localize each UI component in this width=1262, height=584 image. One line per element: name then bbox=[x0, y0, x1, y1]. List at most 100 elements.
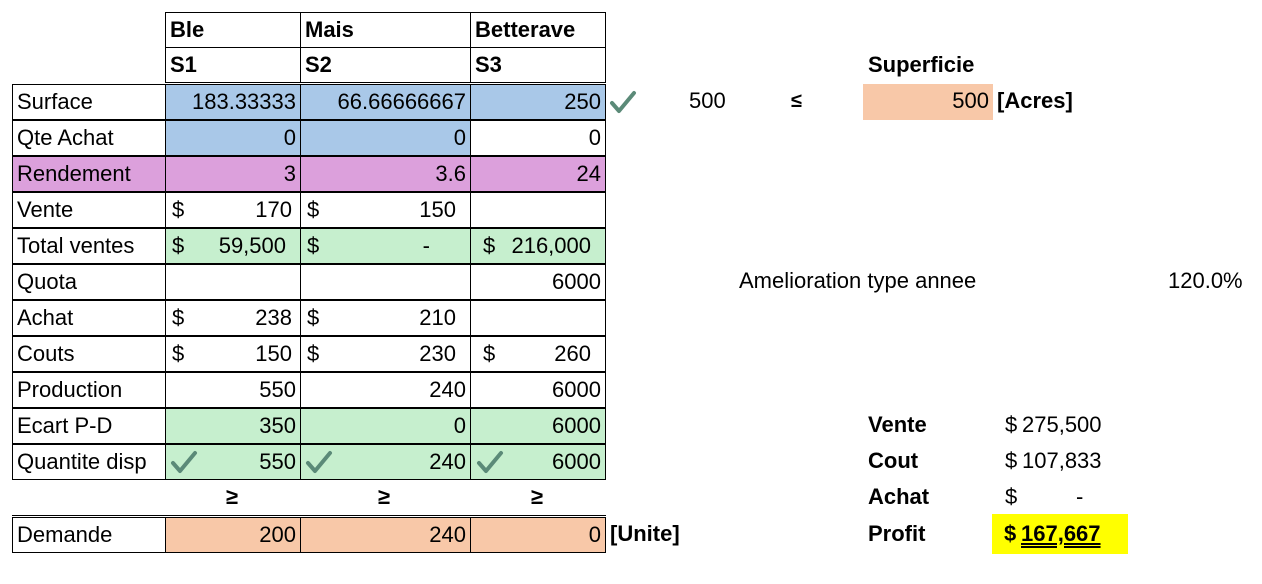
currency-amount: 238 bbox=[255, 305, 292, 330]
row-label-quota[interactable]: Quota bbox=[12, 264, 166, 300]
currency-amount: 150 bbox=[255, 341, 292, 366]
superficie-rhs[interactable]: 500 bbox=[863, 84, 993, 120]
currency-sign: $ bbox=[172, 233, 185, 258]
row-label-qte-achat[interactable]: Qte Achat bbox=[12, 120, 166, 156]
row-label-rendement[interactable]: Rendement bbox=[12, 156, 166, 192]
cell-couts-s3[interactable]: $260 bbox=[470, 336, 606, 372]
currency-amount: 150 bbox=[419, 197, 456, 222]
check-icon bbox=[609, 88, 637, 116]
superficie-lhs[interactable]: 500 bbox=[689, 88, 726, 113]
currency-amount: 210 bbox=[419, 305, 456, 330]
summary-vente-label: Vente bbox=[868, 412, 927, 437]
cell-ecart-s1[interactable]: 350 bbox=[165, 408, 301, 444]
summary-profit-sign: $ bbox=[1004, 521, 1017, 546]
header-crop-mais[interactable]: Mais bbox=[300, 12, 471, 48]
header-crop-betterave[interactable]: Betterave bbox=[470, 12, 606, 48]
cell-quota-s3[interactable]: 6000 bbox=[470, 264, 606, 300]
currency-sign: $ bbox=[307, 341, 320, 366]
summary-cout-label: Cout bbox=[868, 448, 919, 473]
amelioration-label: Amelioration type annee bbox=[739, 268, 977, 293]
cell-ecart-s2[interactable]: 0 bbox=[300, 408, 471, 444]
cell-surface-s3[interactable]: 250 bbox=[470, 84, 606, 120]
cell-production-s1[interactable]: 550 bbox=[165, 372, 301, 408]
currency-amount: 216,000 bbox=[511, 233, 591, 258]
cell-couts-s2[interactable]: $230 bbox=[300, 336, 471, 372]
profit-cell[interactable]: $ 167,667 bbox=[992, 514, 1128, 554]
currency-sign: $ bbox=[307, 305, 320, 330]
cell-quantite-disp-s3[interactable]: 6000 bbox=[470, 444, 606, 480]
row-label-ecart-p-d[interactable]: Ecart P-D bbox=[12, 408, 166, 444]
superficie-title: Superficie bbox=[868, 52, 975, 77]
row-label-achat[interactable]: Achat bbox=[12, 300, 166, 336]
check-icon bbox=[476, 448, 504, 476]
summary-vente-amount[interactable]: 275,500 bbox=[1022, 412, 1102, 437]
ge-row bbox=[12, 480, 606, 516]
cell-demande-s1[interactable]: 200 bbox=[165, 517, 301, 553]
currency-amount: - bbox=[422, 233, 430, 258]
row-label-quantite-disp[interactable]: Quantite disp bbox=[12, 444, 166, 480]
cell-achat-s3[interactable] bbox=[470, 300, 606, 336]
row-label-vente[interactable]: Vente bbox=[12, 192, 166, 228]
header-var-s1[interactable]: S1 bbox=[165, 47, 301, 83]
summary-vente-sign: $ bbox=[1005, 412, 1018, 437]
currency-sign: $ bbox=[172, 197, 185, 222]
unit-label-unite: [Unite] bbox=[610, 521, 680, 546]
row-label-couts[interactable]: Couts bbox=[12, 336, 166, 372]
currency-sign: $ bbox=[307, 233, 320, 258]
cell-achat-s1[interactable]: $238 bbox=[165, 300, 301, 336]
currency-amount: 59,500 bbox=[218, 233, 286, 258]
currency-sign: $ bbox=[172, 341, 185, 366]
cell-total-ventes-s2[interactable]: $ - bbox=[300, 228, 471, 264]
cell-vente-s2[interactable]: $150 bbox=[300, 192, 471, 228]
cell-qte-achat-s2[interactable]: 0 bbox=[300, 120, 471, 156]
row-label-demande[interactable]: Demande bbox=[12, 517, 166, 553]
currency-sign: $ bbox=[307, 197, 320, 222]
cell-rendement-s2[interactable]: 3.6 bbox=[300, 156, 471, 192]
currency-sign: $ bbox=[172, 305, 185, 330]
summary-achat-label: Achat bbox=[868, 484, 930, 509]
cell-quota-s1[interactable] bbox=[165, 264, 301, 300]
check-icon bbox=[170, 448, 198, 476]
summary-achat-amount[interactable]: - bbox=[1076, 484, 1084, 509]
cell-production-s3[interactable]: 6000 bbox=[470, 372, 606, 408]
cell-vente-s1[interactable]: $170 bbox=[165, 192, 301, 228]
currency-sign: $ bbox=[483, 233, 496, 258]
summary-profit-label: Profit bbox=[868, 521, 926, 546]
header-crop-ble[interactable]: Ble bbox=[165, 12, 301, 48]
cell-surface-s1[interactable]: 183.33333 bbox=[165, 84, 301, 120]
row-label-surface[interactable]: Surface bbox=[12, 84, 166, 120]
header-var-s3[interactable]: S3 bbox=[470, 47, 606, 83]
cell-achat-s2[interactable]: $210 bbox=[300, 300, 471, 336]
cell-qte-achat-s1[interactable]: 0 bbox=[165, 120, 301, 156]
ge-symbol-s3: ≥ bbox=[531, 484, 544, 509]
currency-amount: 230 bbox=[419, 341, 456, 366]
cell-vente-s3[interactable] bbox=[470, 192, 606, 228]
ge-symbol-s1: ≥ bbox=[226, 484, 239, 509]
cell-demande-s3[interactable]: 0 bbox=[470, 517, 606, 553]
cell-quota-s2[interactable] bbox=[300, 264, 471, 300]
summary-cout-amount[interactable]: 107,833 bbox=[1022, 448, 1102, 473]
cell-demande-s2[interactable]: 240 bbox=[300, 517, 471, 553]
row-label-total-ventes[interactable]: Total ventes bbox=[12, 228, 166, 264]
row-label-production[interactable]: Production bbox=[12, 372, 166, 408]
amelioration-value[interactable]: 120.0% bbox=[1168, 268, 1243, 293]
unit-label-acres: [Acres] bbox=[997, 88, 1073, 113]
cell-qte-achat-s3[interactable]: 0 bbox=[470, 120, 606, 156]
cell-total-ventes-s1[interactable]: $59,500 bbox=[165, 228, 301, 264]
summary-profit-amount: 167,667 bbox=[1021, 521, 1101, 546]
cell-rendement-s1[interactable]: 3 bbox=[165, 156, 301, 192]
cell-production-s2[interactable]: 240 bbox=[300, 372, 471, 408]
summary-achat-sign: $ bbox=[1005, 484, 1018, 509]
cell-surface-s2[interactable]: 66.66666667 bbox=[300, 84, 471, 120]
cell-couts-s1[interactable]: $150 bbox=[165, 336, 301, 372]
le-symbol: ≤ bbox=[791, 90, 802, 112]
header-var-s2[interactable]: S2 bbox=[300, 47, 471, 83]
check-icon bbox=[305, 448, 333, 476]
cell-ecart-s3[interactable]: 6000 bbox=[470, 408, 606, 444]
currency-sign: $ bbox=[483, 341, 496, 366]
currency-amount: 260 bbox=[554, 341, 591, 366]
cell-quantite-disp-s2[interactable]: 240 bbox=[300, 444, 471, 480]
summary-cout-sign: $ bbox=[1005, 448, 1018, 473]
cell-rendement-s3[interactable]: 24 bbox=[470, 156, 606, 192]
cell-total-ventes-s3[interactable]: $216,000 bbox=[470, 228, 606, 264]
